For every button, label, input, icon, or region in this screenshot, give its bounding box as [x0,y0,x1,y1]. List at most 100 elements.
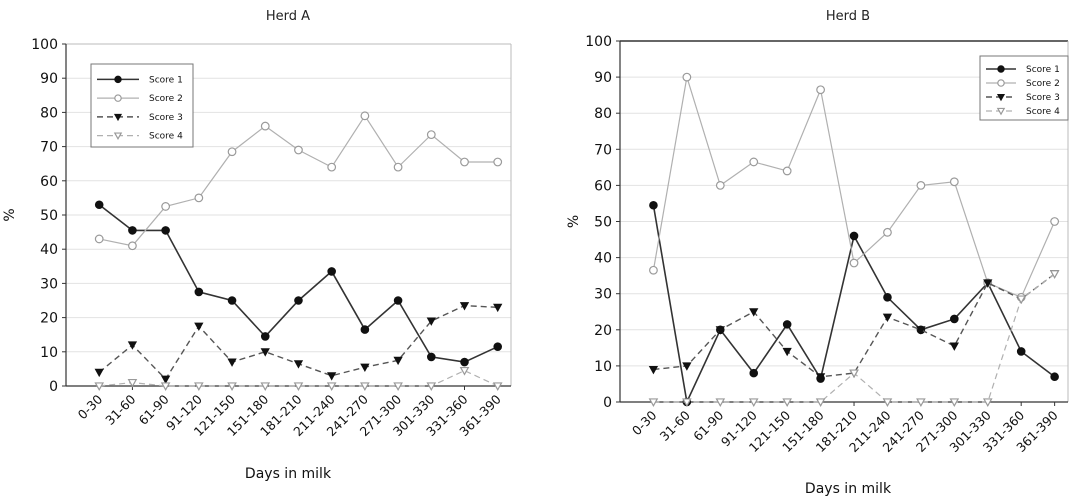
legend-label: Score 4 [1026,107,1060,117]
data-point [748,398,759,408]
data-point [194,193,204,203]
x-tick-label: 0-30 [629,407,660,438]
data-point [460,357,469,367]
data-point [492,382,503,392]
series-score-2 [94,111,503,251]
data-point [460,157,469,167]
data-point [849,258,859,268]
legend-marker [996,93,1006,102]
y-tick-label: 90 [594,70,612,86]
data-point [682,362,692,371]
data-point [260,332,270,341]
data-point [294,296,303,305]
data-point [950,314,959,324]
data-point [1050,372,1059,382]
data-point [161,202,171,211]
data-point [782,347,792,357]
legend-marker [997,79,1005,87]
data-point [128,241,137,251]
legend-label: Score 1 [149,75,183,85]
y-tick-label: 0 [603,395,612,411]
data-point [916,326,926,335]
data-point [882,313,893,322]
data-point [326,382,337,392]
data-point [916,180,926,190]
data-point [949,398,960,408]
data-point [983,279,993,288]
data-point [782,398,792,408]
y-tick-label: 20 [40,311,58,327]
data-point [360,325,370,334]
data-point [294,145,303,155]
y-tick-label: 10 [40,345,58,361]
data-point [682,72,692,82]
y-tick-label: 30 [594,287,612,303]
data-point [227,296,237,305]
data-point [782,320,792,329]
data-point [715,180,725,190]
data-point [849,369,859,379]
y-tick-label: 90 [40,71,58,87]
data-point [260,348,270,357]
data-point [94,234,104,244]
chart-title: Herd A [266,9,310,24]
data-point [327,372,337,381]
data-point [260,121,270,131]
data-point [393,162,403,172]
data-point [916,398,926,408]
data-point [94,200,104,210]
data-point [260,382,271,392]
legend-label: Score 2 [149,94,183,104]
data-point [293,360,304,369]
x-axis-label: Days in milk [805,481,892,497]
y-tick-label: 70 [594,142,612,158]
data-point [715,398,726,408]
legend-box [979,55,1069,121]
data-point [493,157,503,167]
data-point [883,293,892,302]
data-point [293,382,304,392]
y-tick-label: 40 [40,242,58,258]
x-tick-label: 0-30 [75,391,106,422]
legend-label: Score 4 [149,132,183,142]
legend-box [90,63,194,148]
data-point [815,373,826,382]
legend-marker [114,94,122,102]
y-axis-label: % [566,215,582,228]
data-point [816,85,825,95]
data-point [426,352,436,362]
legend-label: Score 2 [1026,79,1060,89]
legend: Score 1 Score 2 Score 3 Score 4 [979,55,1069,121]
y-tick-label: 60 [594,178,612,194]
legend-label: Score 3 [1026,93,1060,103]
data-point [227,147,237,157]
legend-marker [996,107,1006,116]
data-point [849,231,859,241]
y-tick-label: 50 [40,208,58,224]
data-point [194,382,204,392]
data-point [426,382,437,392]
data-point [782,166,792,176]
data-point [94,382,105,392]
legend-label: Score 1 [1026,65,1060,75]
y-tick-label: 80 [594,106,612,122]
data-point [393,296,403,305]
data-point [160,382,171,392]
y-tick-label: 50 [594,215,612,231]
data-point [648,398,659,408]
data-point [715,326,725,335]
y-tick-label: 10 [594,359,612,375]
series-score-4 [648,270,1060,408]
y-tick-label: 30 [40,276,58,292]
legend-marker [113,113,123,122]
data-point [949,342,959,351]
data-point [194,322,204,331]
legend-marker [113,132,123,141]
data-point [882,398,893,408]
y-tick-label: 40 [594,251,612,267]
data-point [1016,347,1026,356]
y-tick-label: 80 [40,105,58,121]
data-point [649,265,658,275]
data-point [1050,217,1060,226]
